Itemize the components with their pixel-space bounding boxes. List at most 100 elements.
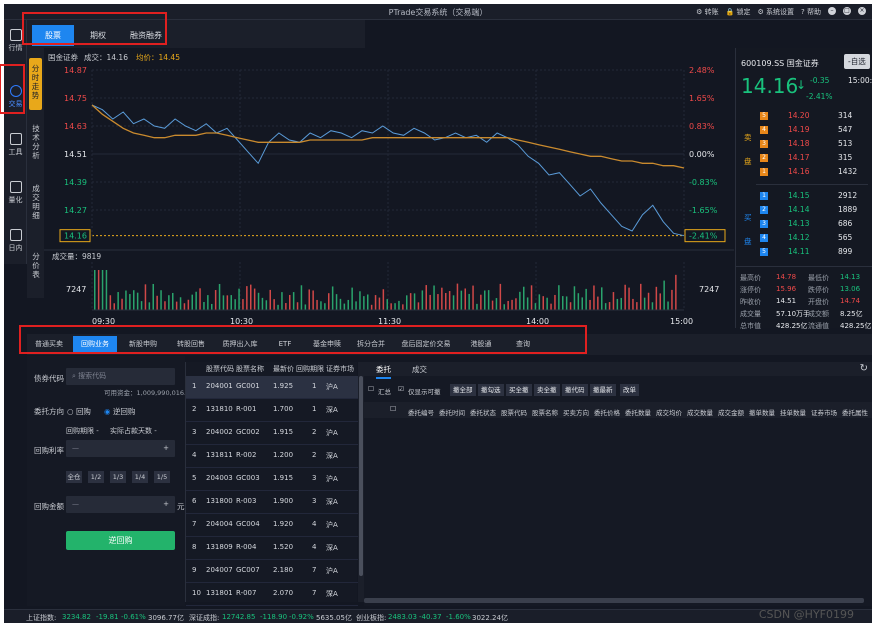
volume-bar bbox=[484, 290, 486, 310]
table-row[interactable]: 3 204002 GC002 1.915 2 沪A bbox=[186, 422, 358, 445]
tab-price-volume[interactable]: 分价表 bbox=[32, 252, 40, 279]
volume-bar bbox=[495, 298, 498, 310]
tab-options[interactable]: 期权 bbox=[90, 31, 106, 40]
watchlist-button[interactable]: -自选 bbox=[844, 54, 870, 69]
volume-bar bbox=[304, 304, 307, 310]
volume-bar bbox=[671, 289, 673, 310]
cell-term: 7 bbox=[312, 589, 317, 597]
cell-name: GC002 bbox=[236, 428, 260, 436]
volume-bar bbox=[460, 290, 463, 310]
sidebar-item-intraday[interactable]: 日内 bbox=[4, 226, 27, 258]
volume-bar bbox=[667, 301, 669, 310]
volume-bar bbox=[573, 286, 576, 310]
reverse-repo-button[interactable]: 逆回购 bbox=[66, 531, 175, 550]
tab-normal-trade[interactable]: 普通买卖 bbox=[35, 340, 63, 348]
percent-button[interactable]: 全仓 bbox=[66, 471, 82, 483]
cancelable-checkbox[interactable]: ☑ bbox=[398, 385, 404, 393]
table-row[interactable]: 10 131801 R-007 2.070 7 深A bbox=[186, 583, 358, 606]
refresh-icon[interactable]: ↻ bbox=[859, 363, 868, 374]
percent-button[interactable]: 1/4 bbox=[132, 471, 148, 483]
bond-code-input[interactable]: ⌕ 搜索代码 bbox=[66, 368, 175, 385]
tab-stocks[interactable]: 股票 bbox=[32, 25, 74, 46]
table-row[interactable]: 2 131810 R-001 1.700 1 深A bbox=[186, 399, 358, 422]
tab-margin[interactable]: 融资融券 bbox=[130, 31, 162, 40]
rate-input[interactable]: — + bbox=[66, 440, 175, 457]
tab-fund[interactable]: 基金申赎 bbox=[313, 340, 341, 348]
stat-value: 14.78 bbox=[776, 273, 797, 281]
bid-level-badge: 3 bbox=[760, 220, 768, 228]
volume-axis-left: 7247 bbox=[66, 285, 86, 294]
order-action-button[interactable]: 卖全撤 bbox=[534, 384, 560, 396]
table-row[interactable]: 6 131800 R-003 1.900 3 深A bbox=[186, 491, 358, 514]
tab-convert[interactable]: 转股回售 bbox=[177, 340, 205, 348]
sidebar-item-trade[interactable]: 交易 bbox=[4, 82, 27, 114]
bid-volume: 1889 bbox=[838, 205, 858, 214]
tab-after-hours[interactable]: 盘后固定价交易 bbox=[401, 340, 451, 348]
cell-no: 5 bbox=[192, 474, 197, 482]
cell-name: R-003 bbox=[236, 497, 257, 505]
cancelable-label: 仅显示可撤 bbox=[408, 388, 441, 396]
tab-orders[interactable]: 委托 bbox=[376, 364, 391, 379]
transfer-button[interactable]: ⚙ 转账 bbox=[696, 8, 719, 16]
order-action-button[interactable]: 买全撤 bbox=[506, 384, 532, 396]
tab-trades[interactable]: 成交明细 bbox=[32, 184, 40, 220]
table-row[interactable]: 7 204004 GC004 1.920 4 沪A bbox=[186, 514, 358, 537]
volume-bar bbox=[234, 299, 236, 310]
sidebar-item-label: 交易 bbox=[8, 100, 23, 108]
maximize-icon[interactable]: □ bbox=[843, 7, 851, 15]
percent-button[interactable]: 1/3 bbox=[110, 471, 126, 483]
scrollbar-thumb[interactable] bbox=[359, 376, 363, 576]
sidebar-item-market[interactable]: 行情 bbox=[4, 26, 27, 58]
radio-repo[interactable]: ○ 回购 bbox=[67, 407, 91, 416]
table-row[interactable]: 1 204001 GC001 1.925 1 沪A bbox=[186, 376, 358, 399]
y-tick-left: 14.51 bbox=[64, 150, 87, 159]
select-all-checkbox[interactable]: ☐ bbox=[390, 405, 397, 413]
tab-deals[interactable]: 成交 bbox=[412, 365, 427, 374]
order-action-button[interactable]: 撤全部 bbox=[450, 384, 476, 396]
plus-icon[interactable]: + bbox=[163, 444, 169, 452]
bond-code-placeholder: 搜索代码 bbox=[78, 372, 107, 380]
ask-volume: 547 bbox=[838, 125, 853, 134]
sidebar-item-tools[interactable]: 工具 bbox=[4, 130, 27, 162]
minimize-icon[interactable]: – bbox=[828, 7, 836, 15]
tab-repo[interactable]: 回购业务 bbox=[73, 336, 117, 353]
table-row[interactable]: 9 204007 GC007 2.180 7 沪A bbox=[186, 560, 358, 583]
tab-timeshare[interactable]: 分时走势 bbox=[29, 58, 42, 110]
table-row[interactable]: 4 131811 R-002 1.200 2 深A bbox=[186, 445, 358, 468]
order-action-button[interactable]: 撤勾选 bbox=[478, 384, 504, 396]
lock-button[interactable]: 🔒 锁定 bbox=[725, 8, 751, 16]
volume-bar bbox=[394, 303, 396, 310]
volume-bar bbox=[324, 303, 326, 310]
order-action-button[interactable]: 撤最新 bbox=[590, 384, 616, 396]
order-action-button[interactable]: 撤代码 bbox=[562, 384, 588, 396]
close-icon[interactable]: × bbox=[858, 7, 866, 15]
tab-etf[interactable]: ETF bbox=[278, 340, 292, 348]
order-h-scrollbar[interactable] bbox=[364, 598, 864, 603]
order-action-button[interactable]: 改单 bbox=[620, 384, 639, 396]
radio-reverse-repo[interactable]: ◉ 逆回购 bbox=[104, 406, 135, 417]
tab-ipo[interactable]: 新股申购 bbox=[129, 340, 157, 348]
stat-value: 14.13 bbox=[840, 273, 861, 281]
volume-bar bbox=[386, 299, 388, 310]
bid-volume: 686 bbox=[838, 219, 853, 228]
summary-checkbox[interactable]: ☐ bbox=[368, 385, 374, 393]
tab-technical[interactable]: 技术分析 bbox=[32, 124, 40, 160]
tab-query[interactable]: 查询 bbox=[516, 340, 530, 348]
percent-button[interactable]: 1/5 bbox=[154, 471, 170, 483]
tab-split[interactable]: 拆分合并 bbox=[357, 340, 385, 348]
table-row[interactable]: 8 131809 R-004 1.520 4 深A bbox=[186, 537, 358, 560]
settings-button[interactable]: ⚙ 系统设置 bbox=[757, 8, 795, 16]
tab-pledge[interactable]: 质押出入库 bbox=[222, 340, 258, 348]
percent-button[interactable]: 1/2 bbox=[88, 471, 104, 483]
order-column-header: 买卖方向 bbox=[563, 409, 589, 417]
tab-hk-connect[interactable]: 港股通 bbox=[470, 340, 492, 348]
plus-icon[interactable]: + bbox=[163, 500, 169, 508]
amount-input[interactable]: — + bbox=[66, 496, 175, 513]
sidebar-item-quant[interactable]: 量化 bbox=[4, 178, 27, 210]
volume-bar bbox=[359, 291, 361, 310]
trade-function-tabs: 普通买卖 回购业务 新股申购 转股回售 质押出入库 ETF 基金申赎 拆分合并 盘后固定价交易 港… bbox=[27, 334, 872, 355]
help-button[interactable]: ? 帮助 bbox=[801, 8, 821, 16]
table-row[interactable]: 5 204003 GC003 1.915 3 沪A bbox=[186, 468, 358, 491]
y-tick-left: 14.27 bbox=[64, 206, 87, 215]
volume-bar bbox=[175, 301, 178, 310]
